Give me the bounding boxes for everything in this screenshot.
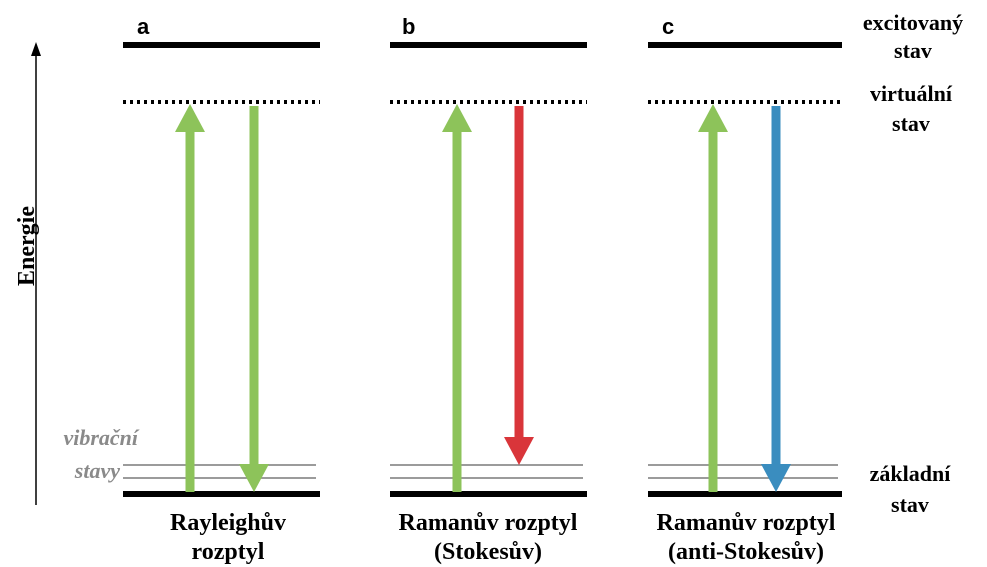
excited-state-label-line2: stav [894, 38, 932, 63]
panel-b: b Ramanův rozptyl (Stokesův) [390, 14, 587, 565]
vibrational-states-label-line1: vibrační [63, 425, 139, 450]
scattering-arrow-head [761, 464, 791, 492]
ground-state-label-line1: základní [870, 461, 952, 486]
excitation-arrow-head [175, 104, 205, 132]
excitation-arrow-head [442, 104, 472, 132]
excitation-arrow [442, 104, 472, 492]
scattering-arrow [761, 106, 791, 492]
excitation-arrow [698, 104, 728, 492]
scattering-arrow [239, 106, 269, 492]
excitation-arrow-head [698, 104, 728, 132]
panel-letter: b [402, 14, 415, 39]
scattering-arrow-head [239, 464, 269, 492]
panel-letter: a [137, 14, 150, 39]
scattering-arrow [504, 106, 534, 465]
virtual-state-label-line2: stav [892, 111, 930, 136]
panel-caption-line2: rozptyl [192, 539, 265, 565]
panel-c: c Ramanův rozptyl (anti-Stokesův) [648, 14, 842, 565]
panel-letter: c [662, 14, 674, 39]
panels: a Rayleighův rozptyl b Ramanův rozptyl (Stoke… [123, 14, 842, 565]
excited-state-label-line1: excitovaný [863, 10, 963, 35]
ground-state-label-line2: stav [891, 492, 929, 517]
panel-a: a Rayleighův rozptyl [123, 14, 320, 565]
excitation-arrow [175, 104, 205, 492]
panel-caption-line1: Ramanův rozptyl [399, 510, 578, 536]
energy-axis-label: Energie [14, 206, 40, 286]
panel-caption-line1: Ramanův rozptyl [657, 510, 836, 536]
energy-axis-arrowhead [31, 42, 41, 56]
panel-caption-line1: Rayleighův [170, 510, 286, 536]
vibrational-states-label-line2: stavy [74, 458, 120, 483]
virtual-state-label-line1: virtuální [870, 81, 953, 106]
panel-caption-line2: (anti-Stokesův) [668, 539, 824, 565]
scattering-arrow-head [504, 437, 534, 465]
energy-axis: Energie [14, 42, 41, 505]
panel-caption-line2: (Stokesův) [434, 539, 542, 565]
